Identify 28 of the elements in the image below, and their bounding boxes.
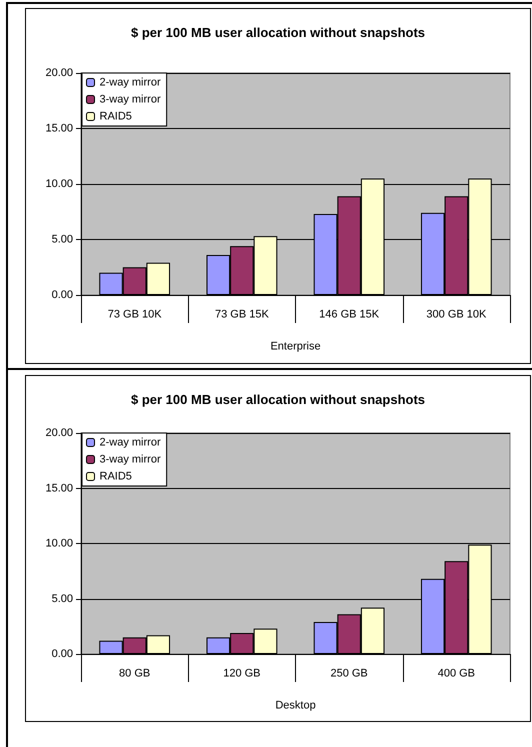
y-tick-label: 10.00 xyxy=(45,538,73,550)
chart-title: $ per 100 MB user allocation without snapshots xyxy=(130,392,426,407)
y-tick-label: 0.00 xyxy=(52,289,73,301)
chart-title: $ per 100 MB user allocation without snapshots xyxy=(130,25,426,40)
y-tick-label: 20.00 xyxy=(45,67,73,79)
y-tick-label: 10.00 xyxy=(45,178,73,190)
x-tick-label: 73 GB 10K xyxy=(108,308,162,320)
x-tick-label: 300 GB 10K xyxy=(426,308,487,320)
x-tick-label: 73 GB 15K xyxy=(214,308,270,320)
y-tick-label: 15.00 xyxy=(45,482,73,494)
x-tick-label: 400 GB xyxy=(438,668,476,680)
x-axis-title: Enterprise xyxy=(270,340,321,352)
legend-label: 3-way mirror xyxy=(100,454,161,466)
y-tick-label: 20.00 xyxy=(45,427,73,439)
legend-label: 3-way mirror xyxy=(100,94,161,106)
y-tick-label: 15.00 xyxy=(45,122,73,134)
x-tick-label: 250 GB xyxy=(330,668,368,680)
legend-label: RAID5 xyxy=(100,110,132,122)
x-tick-label: 120 GB xyxy=(223,668,261,680)
x-tick-label: 80 GB xyxy=(119,668,150,680)
legend-label: RAID5 xyxy=(100,470,132,482)
y-tick-label: 5.00 xyxy=(52,234,73,246)
y-tick-label: 5.00 xyxy=(52,592,73,605)
x-tick-label: 146 GB 15K xyxy=(319,308,380,320)
legend-label: 2-way mirror xyxy=(100,436,161,448)
x-axis-title: Desktop xyxy=(275,700,316,712)
y-tick-label: 0.00 xyxy=(52,648,73,660)
legend-label: 2-way mirror xyxy=(100,76,161,88)
